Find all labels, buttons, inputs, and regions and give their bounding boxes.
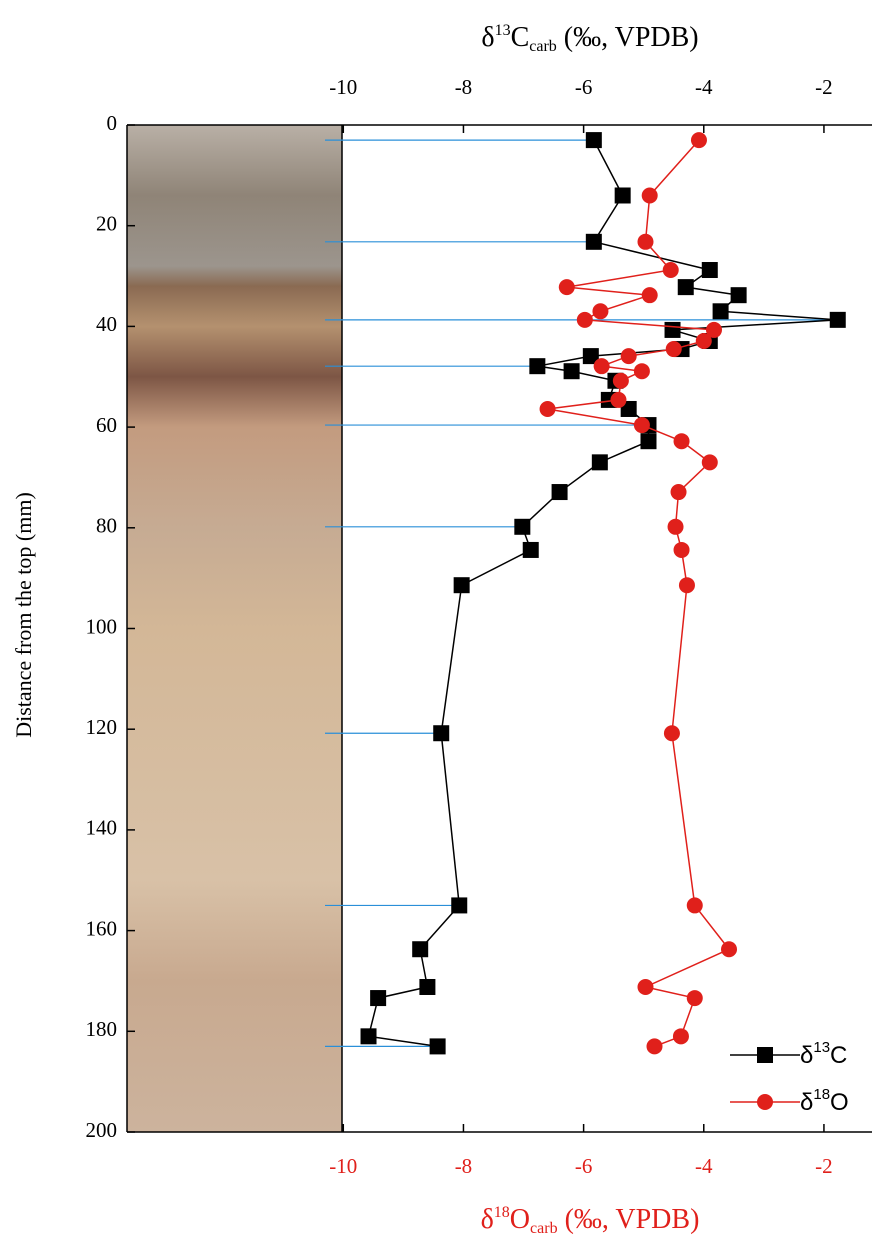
x-tick-label-top: -10 [329, 75, 357, 99]
data-point [419, 978, 436, 995]
data-point [592, 303, 609, 320]
data-point [610, 391, 627, 408]
y-tick-label: 80 [96, 514, 117, 538]
legend-label: δ18O [800, 1086, 849, 1116]
data-point [641, 187, 658, 204]
data-point [576, 311, 593, 328]
data-point [620, 400, 637, 417]
data-point [662, 262, 679, 279]
data-point [593, 358, 610, 375]
y-tick-label: 40 [96, 312, 117, 336]
data-point [522, 541, 539, 558]
data-point [585, 233, 602, 250]
data-point [829, 311, 846, 328]
series-line [367, 139, 838, 1048]
legend-label-part: 18 [813, 1086, 830, 1103]
y-tick-label: 200 [86, 1118, 118, 1142]
data-point [670, 484, 687, 501]
data-point [686, 990, 703, 1007]
data-point [563, 363, 580, 380]
data-point [712, 303, 729, 320]
data-point [730, 287, 747, 304]
data-point [637, 978, 654, 995]
data-point [695, 333, 712, 350]
data-point [360, 1028, 377, 1045]
x-tick-label-bottom: -4 [695, 1154, 713, 1178]
x-tick-label-bottom: -8 [455, 1154, 473, 1178]
legend-label: δ13C [800, 1039, 847, 1069]
data-point [539, 400, 556, 417]
legend-label-part: 13 [813, 1039, 830, 1056]
legend-label-part: O [830, 1089, 849, 1116]
data-point [665, 341, 682, 358]
data-point [620, 348, 637, 365]
data-point [451, 897, 468, 914]
x-label-top: δ13Ccarb (‰, VPDB) [481, 22, 698, 55]
core-image [127, 125, 342, 1132]
data-point [591, 454, 608, 471]
x-tick-label-top: -4 [695, 75, 713, 99]
data-point [690, 132, 707, 149]
data-point [514, 518, 531, 535]
data-point [646, 1038, 663, 1055]
data-point [582, 348, 599, 365]
data-point [453, 577, 470, 594]
data-point [640, 433, 657, 450]
legend-marker [757, 1047, 773, 1063]
legend-label-part: δ [800, 1089, 813, 1116]
plot: 0 20 40 60 80 100 120 140 160 180 200 -10 -10 -8 -8 -6 -… [86, 75, 872, 1178]
data-point [672, 1028, 689, 1045]
data-point [558, 279, 575, 296]
x-tick-label-top: -8 [455, 75, 473, 99]
data-point [667, 518, 684, 535]
data-point [678, 577, 695, 594]
data-point [641, 287, 658, 304]
data-point [551, 484, 568, 501]
data-point [412, 941, 429, 958]
x-tick-label-bottom: -2 [815, 1154, 833, 1178]
legend-label-part: δ [800, 1042, 813, 1069]
x-tick-label-bottom: -6 [575, 1154, 593, 1178]
y-tick-label: 60 [96, 413, 117, 437]
y-tick-label: 160 [86, 916, 118, 940]
x-tick-label-top: -6 [575, 75, 593, 99]
legend-label-part: C [830, 1042, 847, 1069]
data-point [614, 187, 631, 204]
data-point [529, 358, 546, 375]
data-point [677, 279, 694, 296]
data-point [633, 363, 650, 380]
y-tick-label: 100 [86, 614, 118, 638]
data-point [664, 321, 681, 338]
data-point [701, 262, 718, 279]
data-point [721, 941, 738, 958]
data-point [663, 725, 680, 742]
y-tick-label: 20 [96, 212, 117, 236]
x-tick-label-bottom: -10 [329, 1154, 357, 1178]
y-tick-label: 0 [107, 111, 118, 135]
data-point [701, 454, 718, 471]
data-point [686, 897, 703, 914]
data-point [673, 433, 690, 450]
data-point [673, 541, 690, 558]
data-point [633, 417, 650, 434]
data-point [585, 132, 602, 149]
data-point [705, 321, 722, 338]
y-tick-label: 120 [86, 715, 118, 739]
x-tick-label-top: -2 [815, 75, 833, 99]
data-point [433, 725, 450, 742]
data-point [612, 372, 629, 389]
y-tick-label: 180 [86, 1017, 118, 1041]
data-point [429, 1038, 446, 1055]
data-point [370, 990, 387, 1007]
data-point [637, 233, 654, 250]
y-label: Distance from the top (mm) [11, 492, 36, 738]
y-tick-label: 140 [86, 816, 118, 840]
x-label-bottom: δ18Ocarb (‰, VPDB) [481, 1204, 700, 1237]
legend-marker [757, 1094, 773, 1110]
